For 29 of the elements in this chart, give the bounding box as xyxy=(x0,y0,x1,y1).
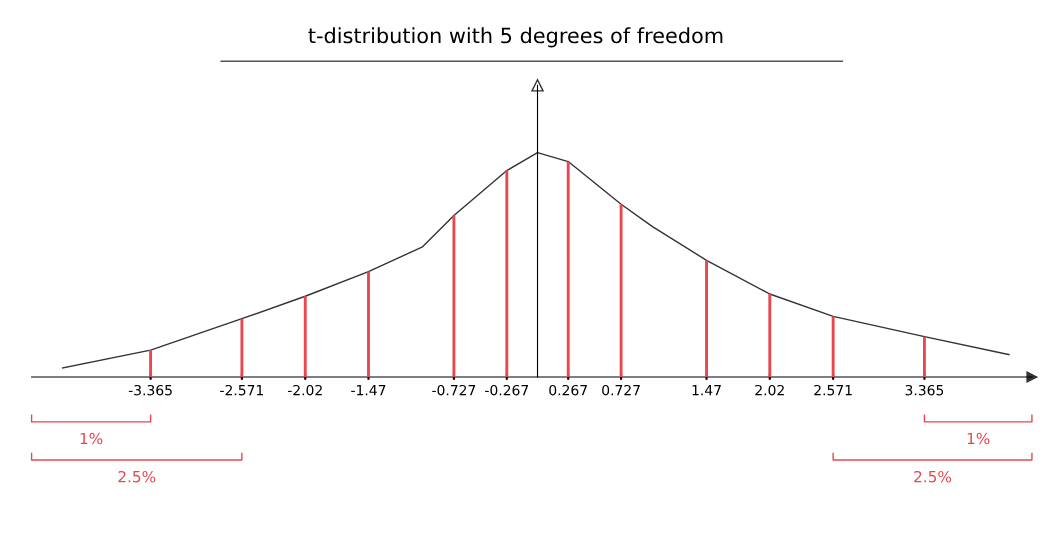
x-tick-label: -3.365 xyxy=(128,384,172,396)
x-tick-label: 0.727 xyxy=(602,384,640,396)
x-tick-label: -0.727 xyxy=(432,384,476,396)
x-tick-label: 2.571 xyxy=(814,384,852,396)
x-tick-label: -1.47 xyxy=(351,385,386,396)
text: 2.5% xyxy=(118,470,156,483)
x-tick-label: 3.365 xyxy=(905,384,944,396)
bar xyxy=(240,318,244,378)
x-tick-label: -0.267 xyxy=(485,384,529,396)
bar xyxy=(149,350,153,378)
bar xyxy=(705,260,708,378)
bar xyxy=(566,161,570,378)
bar xyxy=(768,293,772,378)
bar xyxy=(505,170,509,378)
text: 2.5% xyxy=(914,470,952,483)
bar xyxy=(619,204,623,378)
x-tick-label: -2.571 xyxy=(220,384,263,396)
x-tick-label: 2.02 xyxy=(755,384,784,396)
bar xyxy=(303,296,307,378)
bar xyxy=(452,215,456,378)
text: 1% xyxy=(967,432,990,445)
chart-title: t-distribution with 5 degrees of freedom xyxy=(308,27,723,48)
bar xyxy=(367,271,370,378)
bar xyxy=(831,316,835,378)
x-tick-label: 1.47 xyxy=(692,385,721,396)
bar xyxy=(922,336,926,378)
x-tick-label: 0.267 xyxy=(549,384,587,396)
x-tick-label: -2.02 xyxy=(287,384,322,396)
text: 1% xyxy=(80,432,103,445)
